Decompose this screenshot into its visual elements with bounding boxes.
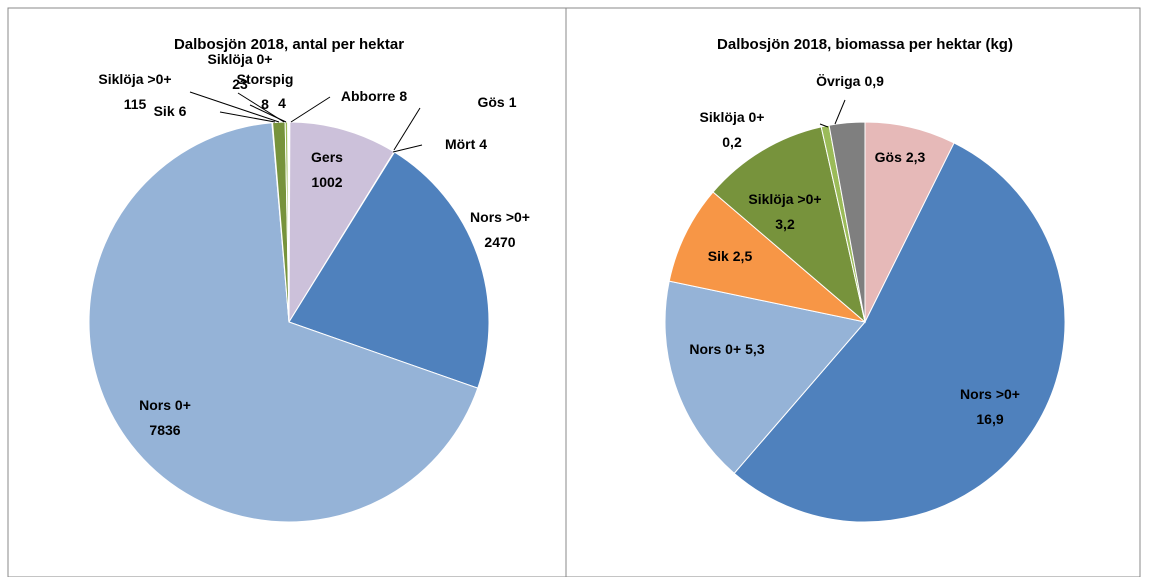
label-name: Nors >0+ — [960, 386, 1020, 402]
label-name: Siklöja 0+ — [208, 51, 273, 67]
label-value: 4 — [479, 136, 487, 152]
label-name: Mört — [445, 136, 476, 152]
label-value: 1002 — [311, 174, 342, 190]
data-label: Nors 0+5,3 — [689, 341, 764, 357]
label-name: Siklöja >0+ — [98, 71, 171, 87]
label-value: 6 — [179, 103, 187, 119]
chart-title: Dalbosjön 2018, biomassa per hektar (kg) — [717, 36, 1013, 53]
data-label: Gös 1 — [477, 94, 516, 110]
label-name: Sik — [708, 248, 729, 264]
label-value: 1 — [509, 94, 517, 110]
label-name: Gers — [311, 149, 343, 165]
label-name: Abborre — [341, 88, 396, 104]
label-value: 8 — [261, 96, 269, 112]
label-value: 3,2 — [775, 216, 795, 232]
label-name: Nors 0+ — [689, 341, 741, 357]
label-value: 2,3 — [906, 149, 926, 165]
label-value: 0,9 — [864, 73, 884, 89]
label-name: Nors 0+ — [139, 397, 191, 413]
label-value: 16,9 — [976, 411, 1003, 427]
leader-line — [394, 108, 420, 150]
leader-line — [291, 97, 330, 122]
data-label: Siklöja 0+ 0,2 — [700, 109, 765, 150]
label-name: Siklöja >0+ — [748, 191, 821, 207]
leader-line — [835, 100, 845, 124]
label-value: 2,5 — [733, 248, 753, 264]
leader-line — [220, 112, 275, 122]
label-name: Storspig — [237, 71, 294, 87]
label-value: 0,2 — [722, 134, 742, 150]
label-name: Siklöja 0+ — [700, 109, 765, 125]
label-value: 2470 — [484, 234, 515, 250]
label-name: Gös — [875, 149, 902, 165]
data-label: Nors >0+ 2470 — [470, 209, 530, 250]
label-value: 7836 — [149, 422, 180, 438]
data-label: 4 — [278, 95, 286, 111]
label-name: Nors >0+ — [470, 209, 530, 225]
label-value: 115 — [124, 96, 147, 112]
label-value: 4 — [278, 95, 286, 111]
label-value: 8 — [399, 88, 407, 104]
label-name: Gös — [477, 94, 504, 110]
label-name: Övriga — [816, 73, 861, 89]
leader-line — [393, 145, 422, 152]
label-value: 5,3 — [745, 341, 765, 357]
label-name: Sik — [154, 103, 175, 119]
